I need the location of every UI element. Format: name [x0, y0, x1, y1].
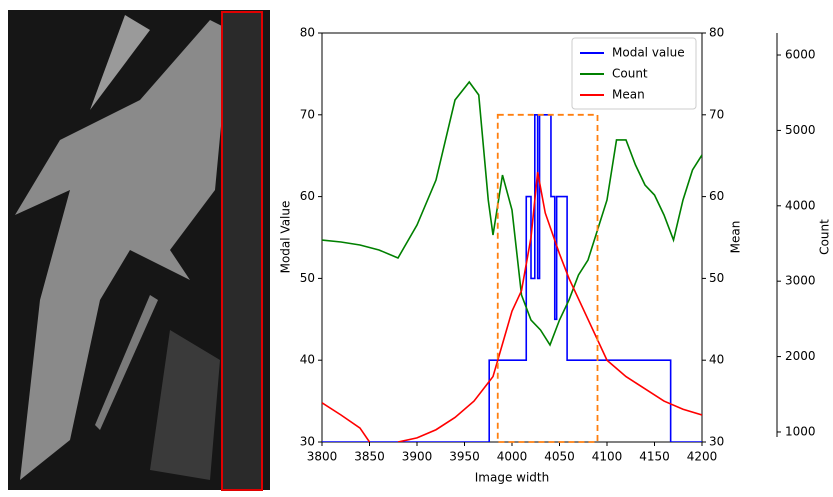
stem-shape [95, 295, 158, 430]
y2-tick-label: 40 [709, 353, 724, 367]
y3-axis-label: Count [818, 219, 832, 255]
legend-label: Count [612, 67, 648, 81]
y3-tick-label: 2000 [785, 349, 816, 363]
leaf-shape [90, 15, 150, 110]
x-tick-label: 4150 [639, 450, 670, 464]
specimen-image [8, 10, 270, 491]
legend-label: Modal value [612, 46, 685, 60]
selection-box [221, 11, 263, 491]
y-tick-label: 60 [300, 189, 315, 203]
legend-label: Mean [612, 88, 645, 102]
y-tick-label: 70 [300, 107, 315, 121]
series-line [322, 171, 702, 442]
y2-tick-label: 70 [709, 107, 724, 121]
highlight-box [496, 113, 599, 443]
x-tick-label: 4050 [544, 450, 575, 464]
x-axis-label: Image width [475, 471, 549, 485]
y-tick-label: 80 [300, 26, 315, 40]
y2-tick-label: 60 [709, 189, 724, 203]
x-tick-label: 3800 [307, 450, 338, 464]
x-tick-label: 3900 [402, 450, 433, 464]
y-tick-label: 40 [300, 353, 315, 367]
leaf-shape [15, 20, 230, 480]
y3-tick-label: 5000 [785, 123, 816, 137]
series-group [322, 80, 702, 442]
legend-box [571, 37, 697, 110]
y2-tick-label: 50 [709, 271, 724, 285]
y2-tick-label: 30 [709, 435, 724, 449]
y3-tick-label: 1000 [785, 424, 816, 438]
series-line [322, 114, 702, 442]
y2-axis-label: Mean [729, 221, 743, 254]
x-tick-label: 3950 [449, 450, 480, 464]
x-tick-label: 4200 [687, 450, 718, 464]
y2-tick-label: 80 [709, 26, 724, 40]
y-tick-label: 50 [300, 271, 315, 285]
y3-tick-label: 4000 [785, 198, 816, 212]
x-tick-label: 4100 [592, 450, 623, 464]
x-tick-label: 3850 [354, 450, 385, 464]
plant-shape [150, 330, 220, 480]
series-line [322, 80, 702, 347]
y3-tick-label: 6000 [785, 48, 816, 62]
y3-tick-label: 3000 [785, 274, 816, 288]
x-tick-label: 4000 [497, 450, 528, 464]
y-tick-label: 30 [300, 435, 315, 449]
y-axis-label: Modal Value [279, 201, 293, 274]
